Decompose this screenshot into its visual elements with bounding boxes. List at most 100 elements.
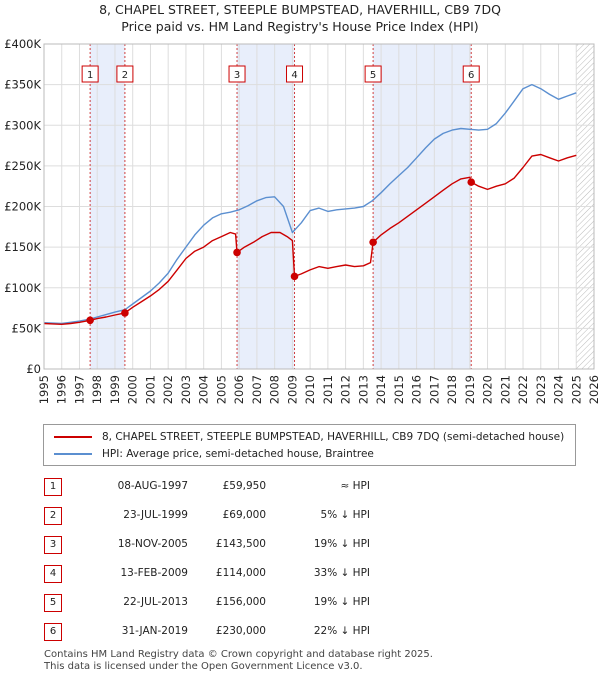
x-tick-label: 2013 [356, 375, 370, 404]
sale-marker-box [462, 65, 480, 83]
sale-point [467, 178, 476, 186]
sale-number: 6 [44, 623, 62, 641]
legend-label-hpi: HPI: Average price, semi-detached house,… [102, 448, 374, 460]
sale-price: £114,000 [215, 567, 266, 579]
sale-hpi-comparison: 19% ↓ HPI [313, 596, 370, 608]
sale-hpi-comparison: 33% ↓ HPI [313, 567, 370, 579]
sale-date: 31-JAN-2019 [121, 625, 188, 637]
sale-price: £230,000 [215, 625, 266, 637]
x-tick-label: 2004 [197, 375, 211, 404]
x-tick-label: 2022 [516, 375, 530, 404]
x-tick-label: 2006 [232, 375, 246, 404]
x-tick-label: 2021 [498, 375, 512, 404]
y-tick-label: £50K [12, 321, 42, 335]
sale-marker-label: 1 [87, 70, 93, 81]
y-tick-label: £150K [4, 240, 41, 254]
sale-price: £69,000 [222, 509, 266, 521]
sale-date: 22-JUL-2013 [123, 596, 188, 608]
series-line-property [43, 153, 577, 325]
legend-item-hpi: HPI: Average price, semi-detached house,… [54, 445, 374, 463]
sale-number: 4 [44, 565, 62, 583]
sale-row: 2 23-JUL-1999 £69,000 5% ↓ HPI [0, 503, 600, 529]
legend-swatch-property [54, 436, 92, 438]
x-tick-label: 1998 [90, 375, 104, 404]
x-tick-label: 2005 [214, 375, 228, 404]
x-tick-label: 2003 [179, 375, 193, 404]
footer-attribution: Contains HM Land Registry data © Crown c… [44, 649, 433, 673]
sale-hpi-comparison: 19% ↓ HPI [313, 538, 370, 550]
chart-subtitle: Price paid vs. HM Land Registry's House … [121, 19, 479, 34]
sale-marker-box [228, 65, 246, 83]
x-tick-label: 2015 [392, 375, 406, 404]
footer-line-2: This data is licensed under the Open Gov… [44, 661, 363, 672]
y-tick-label: £250K [4, 159, 41, 173]
x-tick-label: 2024 [552, 375, 566, 404]
chart-legend: 8, CHAPEL STREET, STEEPLE BUMPSTEAD, HAV… [43, 424, 576, 466]
sale-number: 5 [44, 594, 62, 612]
y-tick-label: £300K [4, 118, 41, 132]
sale-marker-label: 4 [291, 70, 297, 81]
x-tick-label: 2023 [534, 375, 548, 404]
sale-marker-label: 5 [370, 70, 376, 81]
x-tick-label: 2007 [250, 375, 264, 404]
y-tick-label: £350K [4, 78, 41, 92]
sale-row: 4 13-FEB-2009 £114,000 33% ↓ HPI [0, 561, 600, 587]
x-tick-label: 2009 [285, 375, 299, 404]
sale-marker-label: 2 [122, 70, 128, 81]
y-tick-label: £400K [4, 37, 41, 51]
legend-item-property: 8, CHAPEL STREET, STEEPLE BUMPSTEAD, HAV… [54, 428, 564, 446]
sale-number: 2 [44, 507, 62, 525]
price-chart: 1 2 3 4 5 6 £0 £50K £100K £150K £200K £250K £300K £3… [4, 37, 600, 404]
x-tick-label: 1995 [37, 375, 51, 404]
sale-marker-box [286, 65, 304, 83]
sale-price: £143,500 [215, 538, 266, 550]
footer-line-1: Contains HM Land Registry data © Crown c… [44, 649, 433, 660]
x-tick-label: 2000 [126, 375, 140, 404]
sale-row: 6 31-JAN-2019 £230,000 22% ↓ HPI [0, 619, 600, 645]
legend-label-property: 8, CHAPEL STREET, STEEPLE BUMPSTEAD, HAV… [102, 431, 565, 443]
x-tick-label: 1996 [55, 375, 69, 404]
x-tick-label: 2026 [587, 375, 600, 404]
sale-marker-box [364, 65, 382, 83]
x-tick-label: 2018 [445, 375, 459, 404]
x-tick-label: 2020 [481, 375, 495, 404]
sale-price: £156,000 [215, 596, 266, 608]
x-tick-label: 2001 [143, 375, 157, 404]
x-tick-label: 1997 [72, 375, 86, 404]
sale-date: 23-JUL-1999 [123, 509, 188, 521]
sale-date: 13-FEB-2009 [120, 567, 188, 579]
sale-marker-label: 3 [234, 70, 240, 81]
x-tick-label: 2014 [374, 375, 388, 404]
sale-row: 5 22-JUL-2013 £156,000 19% ↓ HPI [0, 590, 600, 616]
sale-marker-box [116, 65, 134, 83]
x-tick-label: 1999 [108, 375, 122, 404]
sale-hpi-comparison: ≈ HPI [340, 480, 370, 492]
legend-swatch-hpi [54, 453, 92, 455]
y-tick-label: £0 [26, 362, 41, 376]
sale-point [121, 309, 129, 317]
sale-marker-box [81, 65, 99, 83]
x-tick-label: 2019 [463, 375, 477, 404]
sale-point [233, 248, 241, 257]
sale-date: 18-NOV-2005 [117, 538, 188, 550]
sale-date: 08-AUG-1997 [117, 480, 188, 492]
plot-border [43, 43, 595, 370]
sale-point [369, 238, 377, 247]
x-tick-label: 2010 [303, 375, 317, 404]
x-tick-label: 2017 [427, 375, 441, 404]
sale-row: 1 08-AUG-1997 £59,950 ≈ HPI [0, 474, 600, 500]
chart-title: 8, CHAPEL STREET, STEEPLE BUMPSTEAD, HAV… [99, 2, 501, 17]
x-tick-label: 2008 [268, 375, 282, 404]
sale-point [86, 316, 94, 325]
y-tick-label: £100K [4, 281, 41, 295]
sale-point [290, 272, 299, 281]
x-tick-label: 2011 [321, 375, 335, 404]
sale-number: 1 [44, 478, 62, 496]
sale-marker-label: 6 [468, 70, 474, 81]
sale-hpi-comparison: 22% ↓ HPI [313, 625, 370, 637]
sale-row: 3 18-NOV-2005 £143,500 19% ↓ HPI [0, 532, 600, 558]
x-tick-label: 2016 [410, 375, 424, 404]
sale-price: £59,950 [222, 480, 266, 492]
x-tick-label: 2012 [339, 375, 353, 404]
series-line-hpi [43, 83, 577, 325]
